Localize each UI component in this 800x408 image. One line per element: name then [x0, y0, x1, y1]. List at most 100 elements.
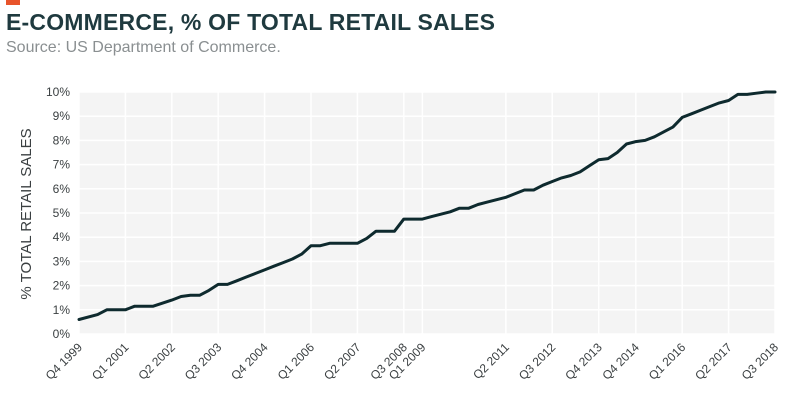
data-point — [338, 242, 340, 244]
data-point — [412, 218, 414, 220]
data-point — [690, 113, 692, 115]
data-point — [579, 171, 581, 173]
data-point — [189, 294, 191, 296]
data-point — [718, 102, 720, 104]
data-point — [746, 93, 748, 95]
data-point — [366, 237, 368, 239]
title-accent-bar — [6, 0, 20, 5]
data-point — [356, 242, 358, 244]
data-point — [607, 158, 609, 160]
data-point — [97, 314, 99, 316]
y-gridlines — [79, 91, 775, 335]
x-tick-label: Q3 2012 — [516, 340, 559, 383]
data-point — [208, 289, 210, 291]
data-point — [468, 207, 470, 209]
data-point — [663, 131, 665, 133]
data-point — [217, 283, 219, 285]
data-point — [254, 273, 256, 274]
data-point — [700, 109, 702, 111]
data-point — [152, 305, 154, 307]
data-point — [440, 213, 442, 215]
data-point — [282, 262, 284, 264]
data-point — [394, 230, 396, 232]
data-point — [273, 265, 275, 267]
data-point — [561, 177, 563, 179]
y-tick-label: 7% — [53, 158, 71, 172]
data-point — [505, 196, 507, 198]
data-point — [106, 309, 108, 311]
data-points — [78, 91, 776, 320]
series-line — [77, 90, 777, 321]
data-point — [755, 92, 757, 94]
data-point — [236, 280, 238, 282]
data-point — [403, 218, 405, 220]
y-axis-ticks: 0% 1% 2% 3% 4% 5% 6% 7% 8% 9% 10% — [46, 85, 70, 341]
y-tick-label: 6% — [53, 182, 71, 196]
data-point — [458, 207, 460, 209]
data-point — [635, 141, 637, 143]
data-point — [264, 269, 266, 271]
x-tick-label: Q4 1999 — [43, 340, 86, 383]
data-point — [329, 242, 331, 244]
data-point — [496, 199, 498, 201]
data-point — [709, 106, 711, 108]
y-tick-label: 5% — [53, 206, 71, 220]
data-point — [375, 230, 377, 232]
y-axis-label: % TOTAL RETAIL SALES — [18, 128, 35, 299]
x-tick-label: Q2 2007 — [321, 340, 364, 383]
x-tick-label: Q2 2011 — [470, 340, 512, 382]
data-point — [245, 276, 247, 278]
data-point — [78, 318, 80, 320]
data-point — [653, 136, 655, 138]
x-tick-label: Q4 2013 — [562, 340, 605, 383]
data-point — [681, 116, 683, 118]
data-point — [199, 294, 201, 296]
data-point — [384, 230, 386, 232]
data-point — [514, 193, 516, 195]
chart-subtitle: Source: US Department of Commerce. — [6, 39, 281, 56]
data-point — [180, 295, 182, 297]
data-point — [319, 245, 321, 247]
data-point — [598, 159, 600, 161]
y-tick-label: 10% — [46, 85, 70, 99]
x-tick-label: Q4 2004 — [228, 340, 271, 383]
x-tick-label: Q2 2017 — [692, 340, 735, 383]
data-point — [774, 91, 776, 93]
data-point — [310, 245, 312, 247]
data-point — [124, 309, 126, 311]
data-point — [115, 309, 117, 311]
chart-title: E-COMMERCE, % OF TOTAL RETAIL SALES — [6, 9, 496, 35]
y-tick-label: 2% — [53, 279, 71, 293]
data-point — [171, 299, 173, 301]
x-tick-label: Q2 2002 — [135, 340, 178, 383]
data-point — [728, 99, 730, 101]
x-tick-label: Q1 2001 — [89, 340, 132, 383]
x-tick-label: Q3 2018 — [739, 340, 782, 383]
data-point — [765, 91, 767, 93]
y-tick-label: 9% — [53, 109, 71, 123]
data-point — [533, 189, 535, 191]
data-point — [644, 139, 646, 141]
data-point — [421, 218, 423, 220]
data-point — [431, 216, 433, 218]
x-tick-label: Q4 2014 — [599, 340, 642, 383]
x-tick-label: Q3 2003 — [182, 340, 225, 383]
y-tick-label: 8% — [53, 133, 71, 147]
data-point — [523, 189, 525, 191]
data-point — [134, 305, 136, 307]
y-tick-label: 3% — [53, 254, 71, 268]
data-point — [672, 126, 674, 128]
data-point — [551, 181, 553, 183]
data-point — [486, 201, 488, 203]
data-point — [588, 165, 590, 167]
data-point — [143, 305, 145, 307]
data-point — [542, 184, 544, 186]
data-point — [737, 93, 739, 95]
data-point — [616, 152, 618, 153]
data-point — [449, 211, 451, 213]
data-point — [301, 253, 303, 255]
data-point — [477, 204, 479, 206]
y-tick-label: 0% — [53, 327, 71, 341]
data-point — [291, 258, 293, 260]
